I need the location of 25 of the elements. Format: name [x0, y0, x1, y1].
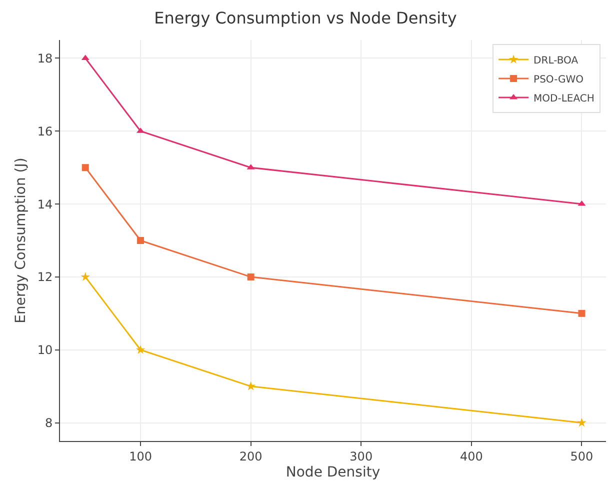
- x-tick-label: 300: [350, 449, 373, 464]
- x-tick-label: 400: [460, 449, 483, 464]
- point: [246, 381, 256, 390]
- legend-label: DRL-BOA: [534, 55, 578, 66]
- y-tick-label: 8: [44, 416, 53, 430]
- point: [137, 237, 144, 244]
- y-tick-label: 10: [37, 343, 53, 358]
- y-tick-label: 18: [37, 51, 53, 66]
- point: [577, 418, 586, 427]
- y-tick-label: 16: [37, 124, 53, 138]
- x-tick-label: 100: [129, 449, 152, 464]
- point: [247, 273, 254, 280]
- legend-label: PSO-GWO: [534, 74, 584, 86]
- x-tick-label: 200: [239, 449, 262, 464]
- x-tick-label: 500: [570, 449, 594, 464]
- x-axis-title: Node Density: [286, 464, 380, 481]
- chart-title: Energy Consumption vs Node Density: [154, 8, 457, 28]
- point: [578, 310, 586, 317]
- y-axis-title: Energy Consumption (J): [12, 158, 29, 324]
- legend-label: MOD-LEACH: [534, 93, 594, 104]
- point: [136, 344, 146, 354]
- y-tick-label: 12: [37, 270, 53, 284]
- point: [80, 272, 90, 281]
- point: [82, 164, 89, 172]
- y-tick-label: 14: [37, 197, 53, 212]
